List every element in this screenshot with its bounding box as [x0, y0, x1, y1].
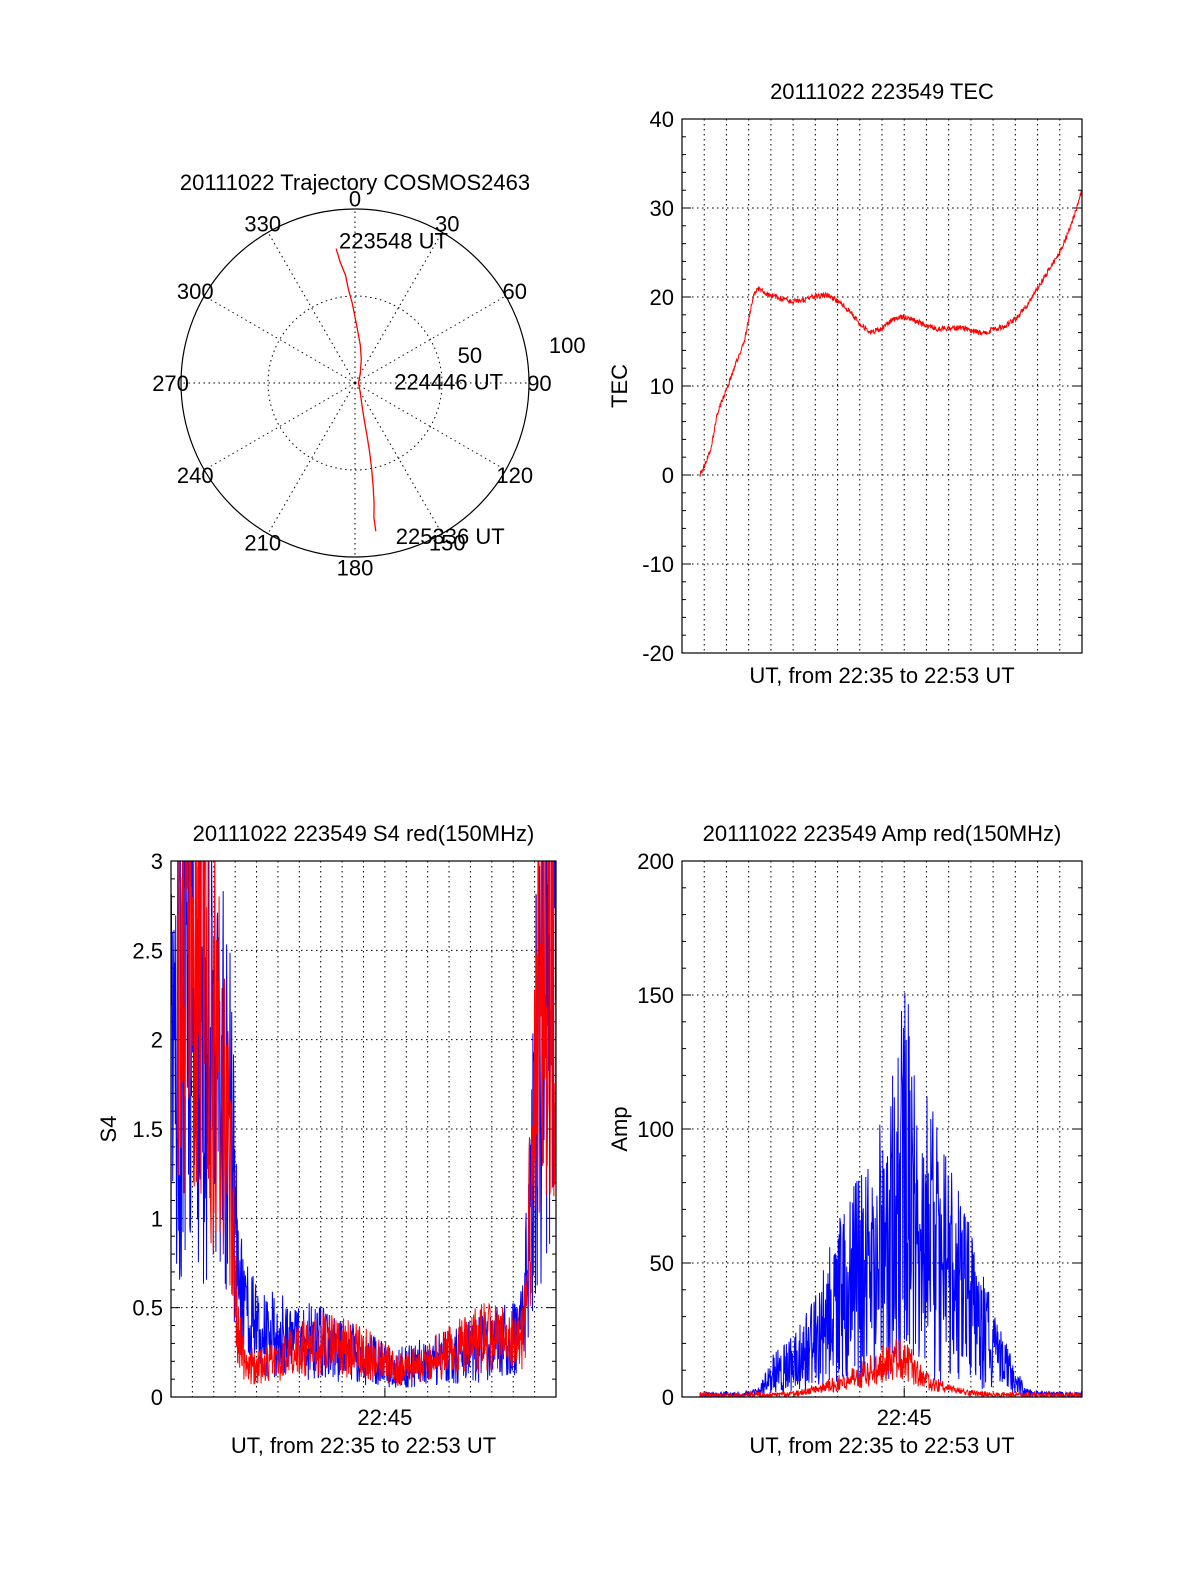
y-tick-label: 10	[650, 374, 674, 399]
y-tick-label: 2	[151, 1028, 163, 1053]
tec-title: 20111022 223549 TEC	[770, 79, 994, 104]
y-tick-label: -10	[642, 552, 674, 577]
polar-spoke	[354, 382, 506, 471]
polar-spoke	[354, 232, 443, 384]
series-group	[699, 992, 1082, 1397]
s4-x-axis-label: UT, from 22:35 to 22:53 UT	[231, 1433, 496, 1458]
polar-spoke	[267, 232, 356, 384]
tec-panel: 20111022 223549 TEC UT, from 22:35 to 22…	[607, 79, 1083, 688]
tec-y-axis-label: TEC	[607, 364, 632, 408]
y-tick-label: 1.5	[132, 1117, 163, 1142]
y-tick-label: 0	[662, 1385, 674, 1410]
amp-title: 20111022 223549 Amp red(150MHz)	[703, 821, 1062, 846]
trajectory-line	[335, 248, 377, 532]
polar-grid: 0 30 60 90 120 150 180 210 240 270 300 330 50 100	[152, 187, 585, 581]
y-tick-label: 0	[151, 1385, 163, 1410]
polar-spoke	[354, 295, 506, 384]
plot-frame	[681, 118, 1083, 654]
y-tick-label: 30	[650, 196, 674, 221]
x-tick-label: 22:45	[877, 1405, 932, 1430]
amp-y-axis-label: Amp	[607, 1106, 632, 1151]
polar-spoke	[267, 382, 356, 534]
y-tick-label: 20	[650, 285, 674, 310]
x-tick-label: 22:45	[357, 1405, 412, 1430]
polar-angle-label: 240	[177, 463, 214, 488]
polar-spoke	[204, 295, 356, 384]
polar-spoke	[204, 382, 356, 471]
polar-angle-label: 300	[177, 279, 214, 304]
polar-ring-50	[267, 295, 443, 471]
tec-x-axis-label: UT, from 22:35 to 22:53 UT	[749, 663, 1014, 688]
series-line	[699, 992, 1082, 1397]
amp-x-axis-label: UT, from 22:35 to 22:53 UT	[749, 1433, 1014, 1458]
series-line	[699, 190, 1082, 477]
y-tick-label: 1	[151, 1206, 163, 1231]
polar-angle-label: 270	[152, 371, 189, 396]
polar-title: 20111022 Trajectory COSMOS2463	[180, 170, 530, 195]
y-tick-label: 0	[662, 463, 674, 488]
polar-angle-label: 150	[429, 531, 466, 556]
s4-panel: 20111022 223549 S4 red(150MHz) UT, from …	[96, 821, 557, 1458]
polar-angle-label: 60	[502, 279, 526, 304]
y-tick-label: 100	[637, 1117, 674, 1142]
polar-radius-label: 50	[458, 343, 482, 368]
trajectory-time-label: 225336 UT	[396, 524, 505, 549]
polar-angle-label: 180	[337, 555, 374, 580]
polar-radius-label: 100	[549, 333, 586, 358]
polar-spoke	[354, 382, 443, 534]
grid-lines: 0 50 100 150 200 22:45	[637, 849, 1082, 1430]
s4-title: 20111022 223549 S4 red(150MHz)	[193, 821, 535, 846]
polar-angle-label: 330	[244, 211, 281, 236]
y-tick-label: 150	[637, 983, 674, 1008]
y-tick-label: 40	[650, 107, 674, 132]
y-tick-label: 50	[650, 1251, 674, 1276]
trajectory-time-label: 223548 UT	[339, 229, 448, 254]
amp-panel: 20111022 223549 Amp red(150MHz) UT, from…	[607, 821, 1083, 1458]
y-tick-label: -20	[642, 641, 674, 666]
plot-frame	[681, 860, 1083, 1398]
grid-lines: -20 -10 0 10 20 30 40	[642, 107, 1082, 666]
y-tick-label: 2.5	[132, 938, 163, 963]
series-group	[171, 861, 556, 1388]
polar-outer-ring	[180, 208, 530, 558]
trajectory-time-label: 224446 UT	[394, 369, 503, 394]
polar-data: 223548 UT 224446 UT 225336 UT	[335, 229, 505, 549]
polar-angle-label: 90	[527, 371, 551, 396]
plot-frame	[170, 860, 557, 1398]
polar-angle-label: 120	[496, 463, 533, 488]
polar-angle-label: 30	[435, 211, 459, 236]
s4-y-axis-label: S4	[96, 1116, 121, 1143]
y-tick-label: 0.5	[132, 1296, 163, 1321]
y-tick-label: 3	[151, 849, 163, 874]
series-group	[699, 190, 1082, 477]
polar-angle-label: 0	[349, 187, 361, 212]
y-tick-label: 200	[637, 849, 674, 874]
polar-trajectory-panel: 20111022 Trajectory COSMOS2463 0 30 60 90 12…	[152, 170, 585, 580]
polar-angle-label: 210	[244, 531, 281, 556]
series-line	[176, 861, 556, 1387]
